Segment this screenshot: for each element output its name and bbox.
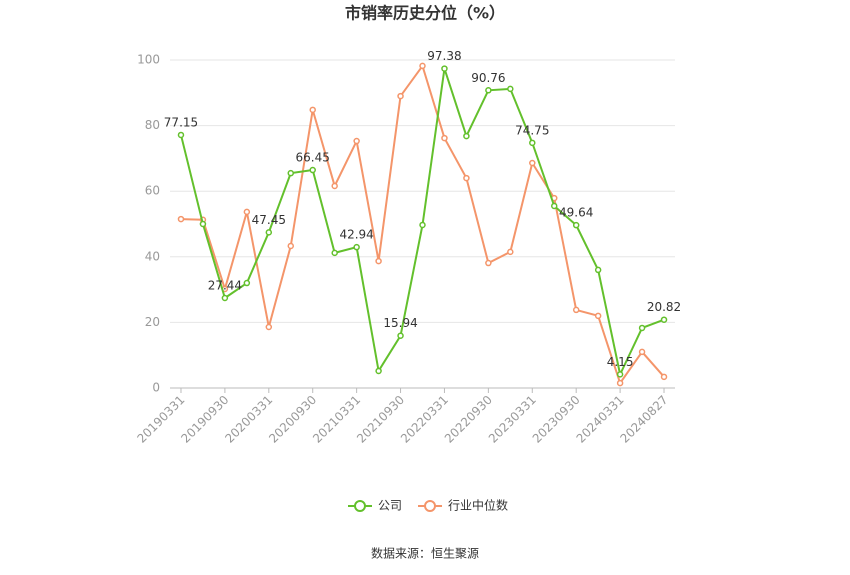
- point: [287, 242, 295, 250]
- point: [485, 259, 492, 267]
- point: [265, 229, 273, 236]
- value-label: 90.76: [471, 71, 505, 85]
- point: [177, 131, 185, 139]
- point: [529, 159, 536, 167]
- value-label: 4.15: [607, 355, 634, 369]
- point: [507, 248, 514, 256]
- value-label: 15.94: [383, 316, 417, 330]
- point: [243, 279, 251, 287]
- x-tick-label: 20240827: [618, 393, 671, 446]
- y-tick-label: 80: [145, 118, 160, 132]
- point: [507, 85, 514, 93]
- source: 数据来源：恒生聚源: [371, 546, 479, 561]
- point: [572, 306, 580, 314]
- point: [638, 348, 646, 356]
- y-tick-label: 20: [145, 315, 160, 329]
- point: [243, 208, 251, 216]
- point: [616, 379, 624, 387]
- point: [331, 182, 338, 190]
- value-label: 20.82: [647, 300, 681, 314]
- point: [550, 202, 558, 210]
- y-tick-label: 0: [152, 381, 160, 395]
- point: [331, 249, 338, 257]
- point: [397, 92, 404, 100]
- point: [463, 132, 470, 140]
- point: [660, 316, 668, 323]
- value-label: 27.44: [208, 278, 242, 292]
- point: [375, 257, 382, 265]
- value-label: 74.75: [515, 123, 549, 137]
- point: [529, 139, 536, 147]
- point: [485, 87, 492, 94]
- legend-marker: [424, 500, 437, 512]
- y-tick-label: 40: [145, 249, 160, 263]
- y-tick-label: 60: [145, 184, 160, 198]
- point: [572, 221, 580, 229]
- point: [287, 169, 295, 177]
- point: [594, 312, 602, 320]
- value-label: 47.45: [252, 213, 286, 227]
- point: [419, 221, 426, 229]
- point: [638, 324, 646, 332]
- point: [353, 243, 360, 251]
- point: [660, 373, 668, 381]
- point: [463, 174, 470, 182]
- point: [375, 367, 382, 375]
- point: [419, 62, 426, 70]
- chart-title: 市销率历史分位（%）: [345, 4, 505, 23]
- legend-marker: [354, 500, 366, 512]
- point: [397, 332, 404, 339]
- legend-label: 行业中位数: [448, 498, 508, 513]
- point: [616, 371, 624, 378]
- value-label: 42.94: [339, 228, 373, 242]
- point: [353, 137, 360, 145]
- point: [199, 220, 207, 228]
- point: [441, 134, 448, 142]
- point: [265, 323, 273, 331]
- value-label: 77.15: [164, 115, 198, 129]
- point: [221, 294, 229, 302]
- point: [594, 266, 602, 274]
- value-label: 49.64: [559, 206, 593, 220]
- point: [441, 65, 448, 72]
- y-tick-label: 100: [137, 53, 160, 67]
- value-label: 97.38: [427, 49, 461, 63]
- point: [177, 215, 185, 223]
- legend-label: 公司: [378, 499, 402, 513]
- point: [309, 106, 316, 114]
- value-label: 66.45: [296, 151, 330, 165]
- point: [309, 166, 316, 174]
